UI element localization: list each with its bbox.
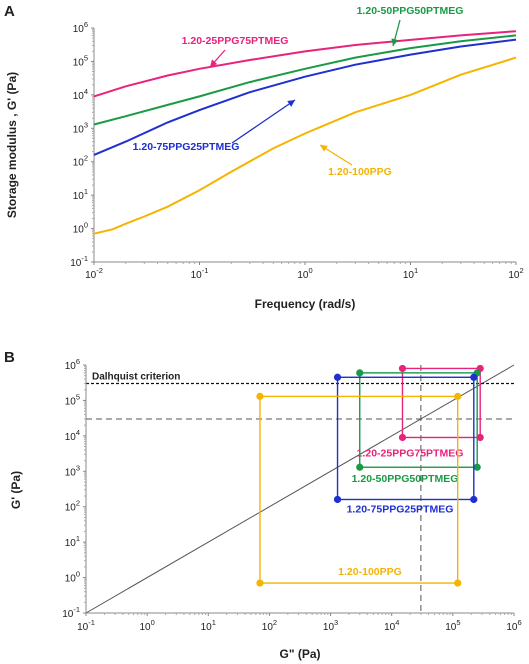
panel-label-b: B: [4, 349, 15, 366]
diagonal-line: [85, 364, 515, 614]
series-point-2-2: [333, 495, 342, 504]
series-label-2: 1.20-75PPG25PTMEG: [133, 141, 240, 153]
y-tick-label: 105: [65, 392, 80, 407]
x-tick-label: 105: [445, 618, 460, 633]
y-tick-label: 106: [73, 20, 88, 35]
series-point-0-2: [398, 433, 407, 442]
series-label-0: 1.20-25PPG75PTMEG: [357, 447, 464, 459]
x-tick-label: 102: [262, 618, 277, 633]
series-label-3: 1.20-100PPG: [328, 166, 392, 178]
x-tick-label: 101: [201, 618, 216, 633]
y-tick-label: 103: [65, 463, 80, 478]
series-point-0-0: [398, 364, 407, 373]
panel-label-a: A: [4, 3, 15, 20]
x-axis-label: G" (Pa): [279, 647, 320, 661]
series-point-2-3: [470, 495, 478, 504]
series-box-1: [359, 372, 478, 468]
series-point-0-3: [476, 433, 484, 442]
y-tick-label: 102: [65, 499, 80, 514]
series-arrowhead-2: [287, 100, 295, 107]
series-box-3: [259, 395, 459, 584]
x-tick-label: 103: [323, 618, 338, 633]
series-line-2: [93, 38, 517, 156]
x-tick-label: 104: [384, 618, 399, 633]
x-axis-label: Frequency (rad/s): [255, 297, 356, 311]
x-tick-label: 10-2: [85, 266, 103, 281]
series-point-3-1: [454, 392, 462, 400]
x-tick-label: 101: [403, 266, 418, 281]
y-tick-label: 101: [73, 187, 88, 202]
series-box-0: [401, 367, 481, 439]
y-tick-label: 101: [65, 534, 80, 549]
series-line-3: [93, 56, 517, 235]
x-tick-label: 10-1: [191, 266, 209, 281]
y-tick-label: 10-1: [70, 254, 88, 269]
series-point-1-3: [473, 463, 481, 471]
y-tick-label: 104: [65, 428, 80, 443]
series-point-2-1: [470, 373, 478, 381]
series-line-0: [93, 30, 517, 98]
x-tick-label: 100: [297, 266, 312, 281]
series-point-3-2: [256, 579, 264, 587]
series-point-1-0: [356, 369, 364, 377]
series-point-2-0: [333, 373, 342, 381]
panel-b-chart: B Dalhquist criterion 10-1 100 101 102 103 104 1…: [4, 349, 522, 661]
series-arrowhead-0: [210, 59, 218, 67]
series-label-0: 1.20-25PPG75PTMEG: [182, 35, 289, 47]
series-label-1: 1.20-50PPG50PTMEG: [357, 5, 464, 17]
series-line-1: [93, 34, 517, 126]
y-tick-label: 100: [73, 221, 88, 236]
series-point-3-3: [454, 579, 462, 587]
y-tick-label: 100: [65, 570, 80, 585]
series-arrowhead-1: [391, 38, 399, 46]
y-tick-label: 103: [73, 120, 88, 135]
series-point-3-0: [256, 392, 264, 400]
y-tick-label: 105: [73, 53, 88, 68]
series-box-2: [336, 376, 475, 501]
y-tick-label: 102: [73, 154, 88, 169]
series-point-1-2: [356, 463, 364, 471]
series-arrowhead-3: [320, 145, 328, 152]
series-label-3: 1.20-100PPG: [338, 566, 402, 578]
y-tick-label: 104: [73, 87, 88, 102]
y-axis-label: G' (Pa): [9, 471, 23, 509]
dalhquist-annotation: Dalhquist criterion: [92, 372, 180, 383]
y-tick-label: 10-1: [62, 605, 80, 620]
series-label-1: 1.20-50PPG50PTMEG: [352, 473, 459, 485]
series-arrow-2: [231, 99, 296, 144]
x-tick-label: 10-1: [77, 618, 95, 633]
y-tick-label: 106: [65, 357, 80, 372]
y-axis-label: Storage modulus , G' (Pa): [5, 72, 19, 218]
series-label-2: 1.20-75PPG25PTMEG: [347, 503, 454, 515]
x-tick-label: 102: [508, 266, 523, 281]
x-tick-label: 106: [506, 618, 521, 633]
x-tick-label: 100: [139, 618, 154, 633]
